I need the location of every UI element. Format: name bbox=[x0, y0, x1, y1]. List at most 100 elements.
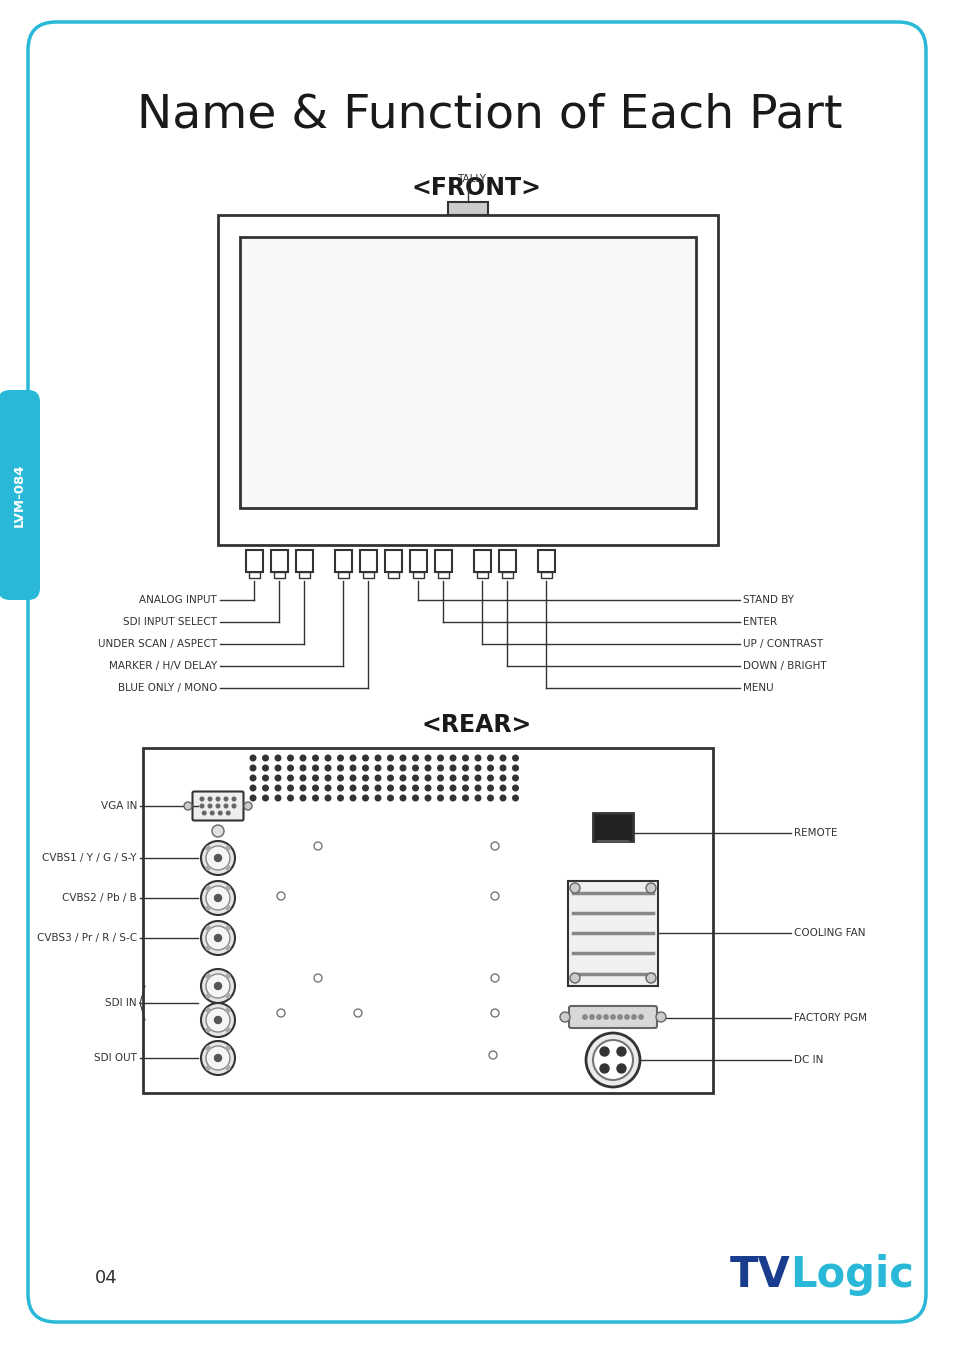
Circle shape bbox=[206, 846, 210, 850]
Circle shape bbox=[593, 1040, 633, 1080]
Bar bbox=[388, 572, 398, 578]
Circle shape bbox=[226, 886, 230, 890]
Circle shape bbox=[337, 786, 343, 791]
Circle shape bbox=[226, 865, 230, 869]
Bar bbox=[249, 572, 260, 578]
Circle shape bbox=[569, 973, 579, 983]
FancyBboxPatch shape bbox=[0, 390, 40, 599]
Circle shape bbox=[499, 755, 505, 761]
Circle shape bbox=[487, 755, 493, 761]
Circle shape bbox=[226, 926, 230, 930]
Circle shape bbox=[618, 1015, 621, 1019]
Circle shape bbox=[337, 765, 343, 771]
Circle shape bbox=[425, 795, 431, 801]
Circle shape bbox=[413, 775, 417, 780]
FancyBboxPatch shape bbox=[568, 1006, 657, 1027]
Circle shape bbox=[462, 795, 468, 801]
Circle shape bbox=[425, 775, 431, 780]
Text: Name & Function of Each Part: Name & Function of Each Part bbox=[137, 93, 841, 138]
Circle shape bbox=[214, 1054, 221, 1061]
Circle shape bbox=[206, 886, 230, 910]
Circle shape bbox=[206, 1027, 210, 1031]
Circle shape bbox=[288, 775, 293, 780]
Circle shape bbox=[226, 946, 230, 950]
Circle shape bbox=[288, 786, 293, 791]
Circle shape bbox=[206, 975, 210, 979]
Circle shape bbox=[208, 805, 212, 807]
Circle shape bbox=[314, 842, 322, 850]
Circle shape bbox=[206, 946, 210, 950]
Circle shape bbox=[313, 775, 318, 780]
Bar bbox=[476, 572, 488, 578]
Circle shape bbox=[250, 775, 255, 780]
Circle shape bbox=[214, 934, 221, 941]
Circle shape bbox=[206, 1008, 230, 1031]
Circle shape bbox=[450, 786, 456, 791]
Circle shape bbox=[300, 775, 306, 780]
Circle shape bbox=[350, 755, 355, 761]
Circle shape bbox=[274, 765, 280, 771]
Circle shape bbox=[512, 755, 517, 761]
Bar bbox=[437, 572, 449, 578]
Circle shape bbox=[413, 755, 417, 761]
Circle shape bbox=[200, 805, 204, 807]
Text: ENTER: ENTER bbox=[742, 617, 777, 626]
Circle shape bbox=[200, 798, 204, 801]
Circle shape bbox=[425, 765, 431, 771]
Bar bbox=[337, 572, 349, 578]
Circle shape bbox=[201, 921, 234, 954]
Circle shape bbox=[288, 795, 293, 801]
Circle shape bbox=[387, 765, 393, 771]
Bar bbox=[359, 549, 376, 572]
Circle shape bbox=[585, 1033, 639, 1087]
Text: BLUE ONLY / MONO: BLUE ONLY / MONO bbox=[117, 683, 216, 693]
Text: VGA IN: VGA IN bbox=[100, 801, 137, 811]
Text: TV: TV bbox=[729, 1254, 790, 1296]
Circle shape bbox=[232, 798, 235, 801]
Circle shape bbox=[226, 975, 230, 979]
Circle shape bbox=[226, 811, 230, 815]
Bar bbox=[593, 813, 633, 841]
Bar bbox=[246, 549, 263, 572]
Circle shape bbox=[499, 765, 505, 771]
Circle shape bbox=[645, 973, 656, 983]
Circle shape bbox=[325, 795, 331, 801]
Circle shape bbox=[362, 755, 368, 761]
Circle shape bbox=[491, 842, 498, 850]
Circle shape bbox=[631, 1015, 636, 1019]
Text: STAND BY: STAND BY bbox=[742, 595, 793, 605]
Text: SDI INPUT SELECT: SDI INPUT SELECT bbox=[123, 617, 216, 626]
Circle shape bbox=[512, 786, 517, 791]
Circle shape bbox=[599, 1048, 608, 1056]
Circle shape bbox=[274, 795, 280, 801]
Circle shape bbox=[208, 798, 212, 801]
Circle shape bbox=[288, 755, 293, 761]
Circle shape bbox=[337, 755, 343, 761]
Circle shape bbox=[487, 786, 493, 791]
Text: LVM-084: LVM-084 bbox=[12, 463, 26, 526]
Circle shape bbox=[206, 926, 210, 930]
Circle shape bbox=[462, 775, 468, 780]
Circle shape bbox=[226, 994, 230, 998]
Circle shape bbox=[387, 775, 393, 780]
Circle shape bbox=[603, 1015, 608, 1019]
Circle shape bbox=[262, 765, 268, 771]
Circle shape bbox=[462, 755, 468, 761]
Circle shape bbox=[313, 755, 318, 761]
Circle shape bbox=[491, 892, 498, 900]
Circle shape bbox=[599, 1064, 608, 1073]
Text: Logic: Logic bbox=[789, 1254, 913, 1296]
Bar bbox=[435, 549, 452, 572]
Circle shape bbox=[362, 786, 368, 791]
Circle shape bbox=[375, 786, 380, 791]
Circle shape bbox=[617, 1064, 625, 1073]
Circle shape bbox=[244, 802, 252, 810]
Circle shape bbox=[413, 786, 417, 791]
Circle shape bbox=[262, 755, 268, 761]
Circle shape bbox=[214, 983, 221, 990]
Circle shape bbox=[262, 786, 268, 791]
Circle shape bbox=[206, 886, 210, 890]
Circle shape bbox=[569, 883, 579, 892]
Circle shape bbox=[499, 775, 505, 780]
Circle shape bbox=[413, 795, 417, 801]
